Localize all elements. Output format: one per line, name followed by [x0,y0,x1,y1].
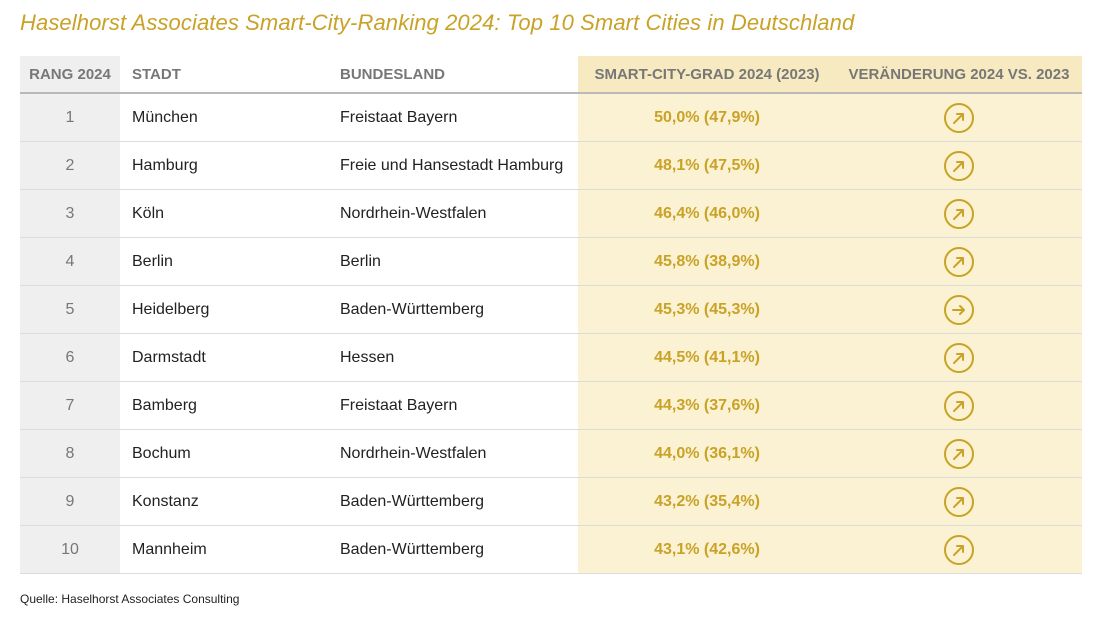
grade-cell: 45,8% (38,9%) [578,238,836,285]
rank-cell: 1 [20,94,120,141]
table-header-row: RANG 2024 STADT BUNDESLAND SMART-CITY-GR… [20,56,1082,94]
city-cell: Darmstadt [132,348,206,366]
table-row: 5 Heidelberg Baden-Württemberg 45,3% (45,3%… [20,286,1082,334]
grade-cell: 44,3% (37,6%) [578,382,836,429]
grade-cell: 50,0% (47,9%) [578,94,836,141]
change-cell [836,142,1082,189]
table-row: 2 Hamburg Freie und Hansestadt Hamburg 48,1… [20,142,1082,190]
state-cell: Hessen [340,348,395,366]
change-cell [836,286,1082,333]
rank-cell: 2 [20,142,120,189]
arrow-right-icon [944,294,974,325]
city-cell: Hamburg [132,156,198,174]
arrow-up-right-icon [944,198,974,229]
table-row: 3 Köln Nordrhein-Westfalen 46,4% (46,0%) [20,190,1082,238]
grade-cell: 44,5% (41,1%) [578,334,836,381]
header-state: BUNDESLAND [340,65,445,83]
rank-cell: 8 [20,430,120,477]
state-cell: Nordrhein-Westfalen [340,444,487,462]
change-cell [836,430,1082,477]
rank-cell: 9 [20,478,120,525]
city-cell: Bochum [132,444,191,462]
state-cell: Freie und Hansestadt Hamburg [340,156,564,174]
change-cell [836,382,1082,429]
table-row: 8 Bochum Nordrhein-Westfalen 44,0% (36,1%) [20,430,1082,478]
arrow-up-right-icon [944,390,974,421]
city-cell: München [132,108,198,126]
grade-cell: 45,3% (45,3%) [578,286,836,333]
city-cell: Heidelberg [132,300,210,318]
grade-cell: 43,2% (35,4%) [578,478,836,525]
city-cell: Berlin [132,252,173,270]
arrow-up-right-icon [944,342,974,373]
state-cell: Baden-Württemberg [340,540,485,558]
change-cell [836,526,1082,573]
city-cell: Bamberg [132,396,197,414]
arrow-up-right-icon [944,246,974,277]
rank-cell: 3 [20,190,120,237]
header-grade: SMART-CITY-GRAD 2024 (2023) [578,56,836,92]
state-cell: Baden-Württemberg [340,300,485,318]
rank-cell: 4 [20,238,120,285]
arrow-up-right-icon [944,534,974,565]
arrow-up-right-icon [944,102,974,133]
grade-cell: 44,0% (36,1%) [578,430,836,477]
arrow-up-right-icon [944,438,974,469]
page-title: Haselhorst Associates Smart-City-Ranking… [20,10,855,35]
table-row: 7 Bamberg Freistaat Bayern 44,3% (37,6%) [20,382,1082,430]
table-row: 9 Konstanz Baden-Württemberg 43,2% (35,4%) [20,478,1082,526]
table-row: 4 Berlin Berlin 45,8% (38,9%) [20,238,1082,286]
rank-cell: 5 [20,286,120,333]
ranking-table: RANG 2024 STADT BUNDESLAND SMART-CITY-GR… [20,56,1082,574]
change-cell [836,238,1082,285]
state-cell: Freistaat Bayern [340,108,458,126]
rank-cell: 7 [20,382,120,429]
rank-cell: 10 [20,526,120,573]
grade-cell: 46,4% (46,0%) [578,190,836,237]
change-cell [836,94,1082,141]
rank-cell: 6 [20,334,120,381]
table-body: 1 München Freistaat Bayern 50,0% (47,9%) 2 Ha… [20,94,1082,574]
city-cell: Konstanz [132,492,199,510]
state-cell: Freistaat Bayern [340,396,458,414]
grade-cell: 48,1% (47,5%) [578,142,836,189]
state-cell: Nordrhein-Westfalen [340,204,487,222]
table-row: 10 Mannheim Baden-Württemberg 43,1% (42,6%) [20,526,1082,574]
city-cell: Mannheim [132,540,207,558]
header-rank: RANG 2024 [20,56,120,92]
change-cell [836,334,1082,381]
table-row: 6 Darmstadt Hessen 44,5% (41,1%) [20,334,1082,382]
header-city: STADT [132,65,181,83]
change-cell [836,478,1082,525]
source-note: Quelle: Haselhorst Associates Consulting [20,592,240,606]
state-cell: Baden-Württemberg [340,492,485,510]
state-cell: Berlin [340,252,381,270]
city-cell: Köln [132,204,165,222]
header-change: VERÄNDERUNG 2024 VS. 2023 [836,56,1082,92]
arrow-up-right-icon [944,150,974,181]
grade-cell: 43,1% (42,6%) [578,526,836,573]
arrow-up-right-icon [944,486,974,517]
change-cell [836,190,1082,237]
table-row: 1 München Freistaat Bayern 50,0% (47,9%) [20,94,1082,142]
